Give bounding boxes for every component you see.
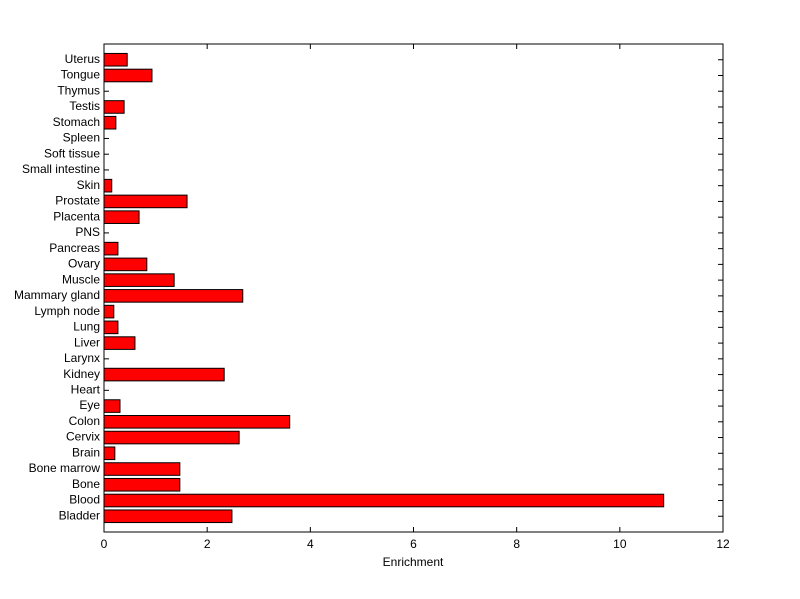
y-tick-label: Pancreas bbox=[49, 241, 100, 255]
plot-frame bbox=[103, 43, 724, 533]
y-tick-label: Tongue bbox=[61, 68, 101, 82]
y-tick-label: Blood bbox=[69, 493, 100, 507]
bar bbox=[103, 477, 181, 492]
y-tick-label: PNS bbox=[75, 225, 100, 239]
y-tick-label: Thymus bbox=[57, 83, 100, 97]
y-tick-label: Small intestine bbox=[22, 162, 100, 176]
y-tick-label: Bladder bbox=[59, 508, 100, 522]
y-tick-label: Spleen bbox=[63, 131, 100, 145]
y-tick-label: Bone marrow bbox=[29, 461, 101, 475]
y-tick-label: Kidney bbox=[63, 367, 100, 381]
y-tick-label: Larynx bbox=[64, 351, 100, 365]
bar bbox=[103, 367, 225, 382]
x-tick-label: 12 bbox=[716, 537, 730, 551]
bar bbox=[103, 210, 140, 224]
y-tick-label: Heart bbox=[71, 382, 101, 396]
y-tick-label: Cervix bbox=[66, 430, 100, 444]
bar bbox=[103, 257, 148, 272]
y-tick-label: Placenta bbox=[53, 209, 100, 223]
bar bbox=[103, 52, 128, 67]
y-tick-label: Muscle bbox=[62, 272, 100, 286]
y-tick-label: Uterus bbox=[65, 52, 100, 66]
bar bbox=[103, 115, 117, 130]
bar bbox=[103, 446, 116, 461]
x-tick-label: 6 bbox=[410, 537, 417, 551]
x-tick-label: 8 bbox=[513, 537, 520, 551]
x-tick-label: 10 bbox=[613, 537, 627, 551]
y-tick-label: Testis bbox=[69, 99, 100, 113]
y-tick-label: Colon bbox=[69, 414, 100, 428]
bar bbox=[103, 100, 125, 114]
bar bbox=[103, 178, 113, 193]
bar bbox=[103, 289, 244, 303]
y-tick-label: Brain bbox=[72, 445, 100, 459]
y-tick-label: Soft tissue bbox=[44, 146, 100, 160]
y-tick-label: Prostate bbox=[55, 194, 100, 208]
bar bbox=[103, 509, 233, 524]
y-tick-label: Lymph node bbox=[34, 304, 100, 318]
bar bbox=[103, 194, 188, 209]
bar bbox=[103, 462, 181, 476]
bar bbox=[103, 273, 175, 287]
y-tick-label: Bone bbox=[72, 477, 100, 491]
x-tick-label: 4 bbox=[307, 537, 314, 551]
bar bbox=[103, 336, 136, 350]
bar bbox=[103, 399, 121, 413]
y-tick-label: Ovary bbox=[68, 257, 100, 271]
bar bbox=[103, 493, 665, 508]
bar bbox=[103, 320, 119, 335]
bar bbox=[103, 304, 115, 319]
bar bbox=[103, 241, 119, 256]
bar bbox=[103, 430, 240, 445]
y-tick-label: Mammary gland bbox=[14, 288, 100, 302]
y-tick-label: Skin bbox=[77, 178, 100, 192]
bar bbox=[103, 415, 291, 429]
y-tick-label: Eye bbox=[79, 398, 100, 412]
y-tick-label: Liver bbox=[74, 335, 100, 349]
x-tick-label: 0 bbox=[101, 537, 108, 551]
x-tick-label: 2 bbox=[204, 537, 211, 551]
x-axis-label: Enrichment bbox=[383, 555, 444, 569]
y-tick-label: Stomach bbox=[53, 115, 100, 129]
y-tick-label: Lung bbox=[73, 320, 100, 334]
bar bbox=[103, 68, 153, 83]
